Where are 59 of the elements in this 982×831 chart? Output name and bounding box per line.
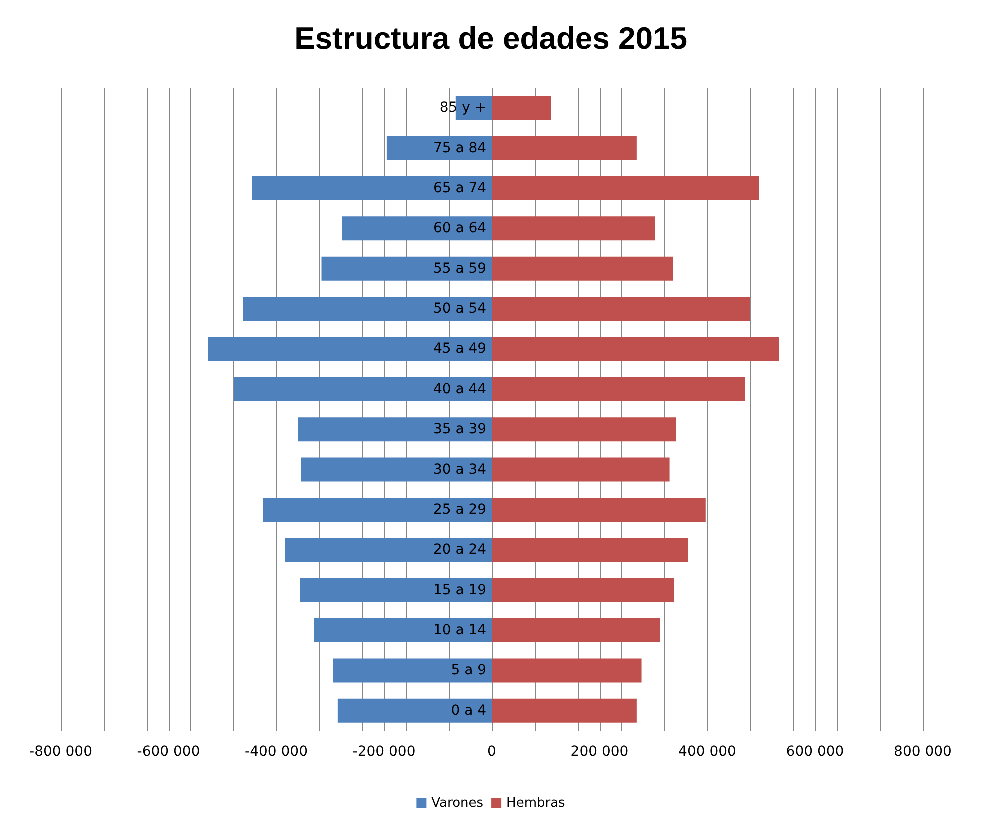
bar: [492, 538, 688, 562]
x-tick-label: -200 000: [352, 744, 416, 760]
bar: [492, 297, 750, 322]
bar: [301, 458, 492, 482]
bar: [285, 538, 492, 562]
bar: [492, 377, 746, 402]
bar: [333, 658, 492, 683]
bar: [386, 136, 492, 160]
bar: [342, 216, 492, 241]
y-tick-label: 65 a 74: [433, 180, 487, 196]
bar: [456, 96, 492, 120]
y-tick-label: 20 a 24: [433, 542, 487, 558]
bar: [243, 297, 492, 322]
bar: [338, 698, 492, 723]
bar: [263, 498, 492, 522]
bar: [492, 658, 642, 683]
x-tick-label: -600 000: [137, 744, 200, 760]
bar: [492, 96, 552, 120]
bar: [492, 698, 637, 723]
bar: [492, 458, 670, 482]
x-tick-label: 400 000: [678, 744, 736, 760]
bar: [298, 418, 492, 442]
bar: [322, 256, 492, 281]
x-tick-label: -800 000: [30, 744, 92, 760]
y-tick-label: 35 a 39: [433, 422, 487, 438]
y-tick-label: 75 a 84: [433, 140, 487, 156]
bar: [492, 498, 706, 522]
bar: [300, 578, 492, 602]
y-tick-label: 10 a 14: [433, 622, 487, 639]
y-tick-label: 50 a 54: [433, 301, 487, 318]
legend-label: Varones: [432, 796, 484, 811]
legend-label: Hembras: [506, 796, 566, 811]
bar: [208, 337, 492, 362]
bar: [492, 337, 780, 362]
bar: [492, 618, 660, 643]
y-tick-label: 40 a 44: [433, 381, 487, 398]
x-tick-label: 800 000: [894, 744, 952, 760]
bar: [234, 377, 492, 402]
y-tick-label: 30 a 34: [433, 462, 487, 478]
y-tick-label: 0 a 4: [451, 702, 487, 719]
bar: [492, 216, 656, 241]
x-tick-label: 0: [488, 744, 496, 760]
y-tick-label: 5 a 9: [451, 662, 487, 679]
bar: [314, 618, 492, 643]
bar: [492, 176, 760, 200]
y-tick-label: 45 a 49: [433, 341, 487, 358]
x-tick-label: 200 000: [570, 744, 629, 760]
bar: [492, 256, 674, 281]
x-tick-label: 600 000: [786, 744, 844, 760]
y-tick-label: 55 a 59: [433, 260, 487, 277]
bar: [252, 176, 492, 200]
bar: [492, 578, 674, 602]
y-tick-label: 25 a 29: [433, 502, 487, 518]
bar: [492, 418, 676, 442]
bar: [492, 136, 637, 160]
y-tick-label: 15 a 19: [433, 582, 487, 598]
y-tick-label: 60 a 64: [433, 220, 487, 237]
chart-title: Estructura de edades 2015: [294, 21, 688, 56]
x-tick-label: -400 000: [245, 744, 308, 760]
